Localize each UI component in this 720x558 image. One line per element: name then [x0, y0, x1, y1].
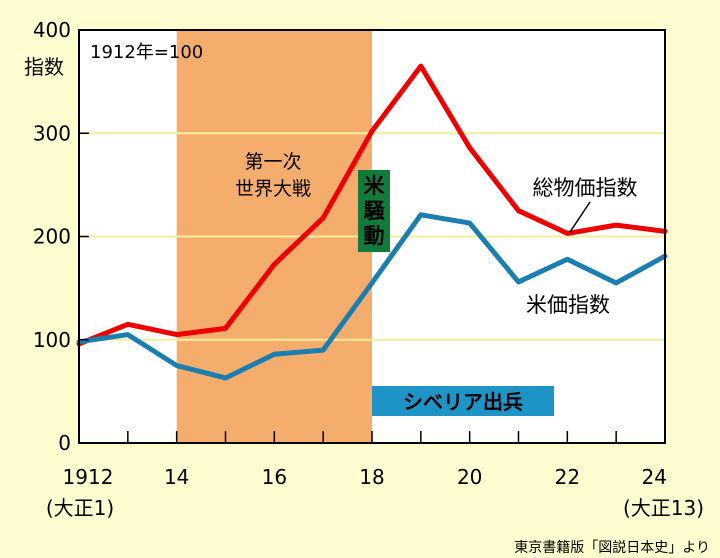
series-label-rice-price: 米価指数	[526, 293, 610, 317]
x-tick-label-1920: 20	[457, 465, 482, 489]
series-line-1	[76, 212, 668, 381]
y-tick-label-400: 400	[33, 18, 71, 42]
x-tick-label-1924: 24	[642, 465, 667, 489]
y-tick-label-300: 300	[33, 121, 71, 145]
x-tick-label-1916: 16	[262, 465, 287, 489]
series-line-0	[76, 63, 668, 347]
siberian-intervention-badge	[372, 386, 554, 416]
ww1-label-line2: 世界大戦	[235, 178, 311, 200]
siberian-intervention-label: シベリア出兵	[403, 390, 523, 414]
source-note: 東京書籍版「図説日本史」より	[514, 540, 710, 556]
x-tick-sublabel-1912: (大正1)	[46, 496, 114, 520]
base-note: 1912年=100	[90, 42, 203, 63]
series-label-overall-price: 総物価指数	[533, 176, 638, 200]
leader-line-overall	[569, 201, 591, 233]
x-tick-label-1918: 18	[359, 465, 384, 489]
x-tick-sublabel-1924: (大正13)	[623, 496, 704, 520]
ww1-label-line1: 第一次	[244, 151, 301, 173]
x-tick-label-1912: 1912	[63, 465, 114, 489]
rice-riot-label: 米騒動	[364, 174, 386, 248]
rice-riot-badge	[358, 170, 390, 252]
y-axis-label: 指数	[24, 55, 64, 79]
x-tick-label-1914: 14	[164, 465, 189, 489]
y-tick-label-100: 100	[33, 328, 71, 352]
y-tick-label-200: 200	[33, 225, 71, 249]
x-tick-label-1922: 22	[555, 465, 580, 489]
y-tick-label-0: 0	[58, 431, 71, 455]
